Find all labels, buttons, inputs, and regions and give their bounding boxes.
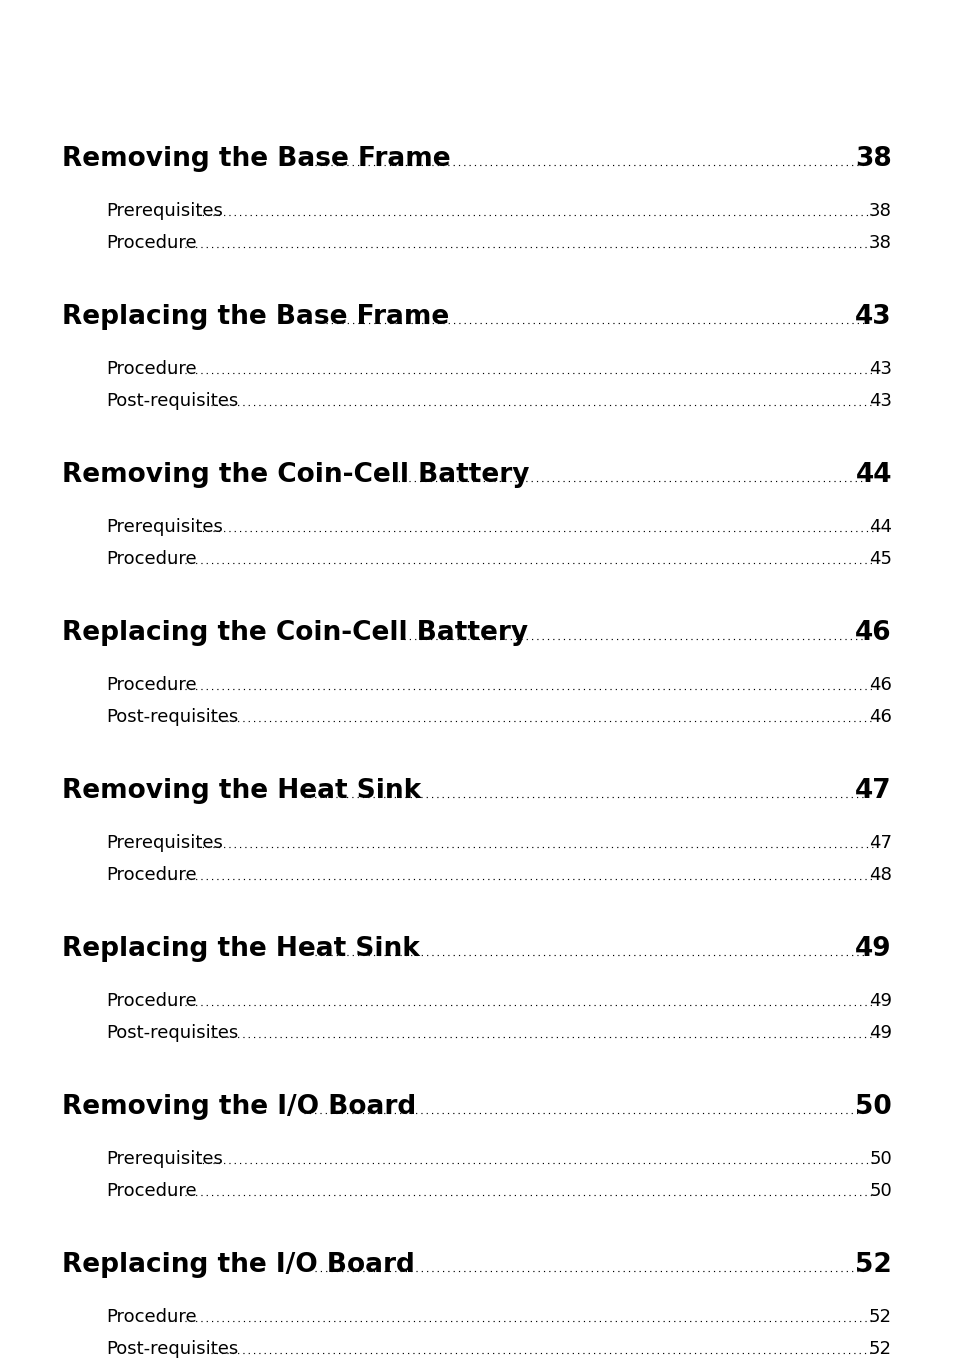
Text: 50: 50	[854, 1094, 891, 1120]
Text: 38: 38	[868, 235, 891, 253]
Text: 46: 46	[868, 709, 891, 727]
Text: 44: 44	[868, 518, 891, 537]
Text: Procedure: Procedure	[106, 992, 196, 1011]
Text: 46: 46	[868, 676, 891, 694]
Text: 50: 50	[868, 1150, 891, 1168]
Text: Procedure: Procedure	[106, 676, 196, 694]
Text: 49: 49	[868, 992, 891, 1011]
Text: Procedure: Procedure	[106, 361, 196, 378]
Text: 52: 52	[868, 1309, 891, 1326]
Text: Prerequisites: Prerequisites	[106, 1150, 223, 1168]
Text: Removing the Base Frame: Removing the Base Frame	[62, 146, 450, 172]
Text: Removing the Coin-Cell Battery: Removing the Coin-Cell Battery	[62, 462, 529, 488]
Text: Procedure: Procedure	[106, 235, 196, 253]
Text: 49: 49	[868, 1024, 891, 1042]
Text: 47: 47	[868, 835, 891, 852]
Text: 38: 38	[868, 202, 891, 220]
Text: 43: 43	[855, 305, 891, 331]
Text: 43: 43	[868, 361, 891, 378]
Text: Removing the I/O Board: Removing the I/O Board	[62, 1094, 416, 1120]
Text: 46: 46	[855, 620, 891, 646]
Text: 45: 45	[868, 550, 891, 568]
Text: Replacing the Coin-Cell Battery: Replacing the Coin-Cell Battery	[62, 620, 528, 646]
Text: Procedure: Procedure	[106, 550, 196, 568]
Text: Post-requisites: Post-requisites	[106, 1340, 238, 1358]
Text: 43: 43	[868, 392, 891, 410]
Text: Removing the Heat Sink: Removing the Heat Sink	[62, 779, 421, 805]
Text: 52: 52	[854, 1253, 891, 1279]
Text: Replacing the Base Frame: Replacing the Base Frame	[62, 305, 449, 331]
Text: Procedure: Procedure	[106, 1309, 196, 1326]
Text: Prerequisites: Prerequisites	[106, 835, 223, 852]
Text: Procedure: Procedure	[106, 866, 196, 884]
Text: Replacing the I/O Board: Replacing the I/O Board	[62, 1253, 415, 1279]
Text: 52: 52	[868, 1340, 891, 1358]
Text: 48: 48	[868, 866, 891, 884]
Text: Prerequisites: Prerequisites	[106, 518, 223, 537]
Text: 50: 50	[868, 1183, 891, 1201]
Text: Prerequisites: Prerequisites	[106, 202, 223, 220]
Text: Replacing the Heat Sink: Replacing the Heat Sink	[62, 936, 419, 962]
Text: 44: 44	[855, 462, 891, 488]
Text: 47: 47	[855, 779, 891, 805]
Text: 38: 38	[854, 146, 891, 172]
Text: Post-requisites: Post-requisites	[106, 1024, 238, 1042]
Text: 49: 49	[855, 936, 891, 962]
Text: Procedure: Procedure	[106, 1183, 196, 1201]
Text: Post-requisites: Post-requisites	[106, 392, 238, 410]
Text: Post-requisites: Post-requisites	[106, 709, 238, 727]
